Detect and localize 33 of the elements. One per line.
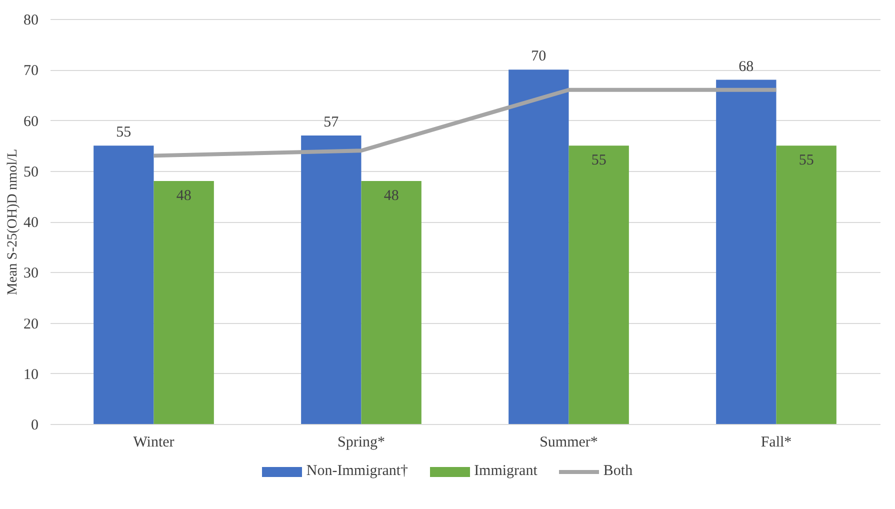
y-axis-title: Mean S-25(OH)D nmol/L: [6, 148, 20, 296]
data-label: 48: [384, 188, 399, 204]
y-tick-label: 60: [24, 114, 38, 130]
bar: [568, 146, 629, 424]
bar: [716, 80, 776, 424]
legend-label: Both: [603, 463, 633, 480]
y-tick-label: 20: [24, 316, 38, 332]
data-label: 68: [738, 58, 754, 75]
x-tick-label: Winter: [133, 434, 174, 450]
bar: [154, 181, 214, 424]
y-tick-label: 30: [24, 266, 38, 282]
bar: [508, 70, 569, 424]
data-label: 55: [116, 124, 132, 141]
data-label: 48: [176, 188, 192, 204]
y-tick-label: 10: [24, 366, 38, 383]
data-label: 55: [591, 152, 606, 169]
y-tick-label: 0: [31, 418, 38, 434]
data-label: 70: [531, 48, 546, 65]
data-label: 57: [324, 114, 340, 130]
bar: [361, 181, 422, 424]
y-tick-label: 50: [24, 164, 38, 180]
bar: [301, 135, 362, 424]
x-tick-label: Spring*: [337, 434, 386, 450]
data-label: 55: [798, 152, 814, 169]
y-tick-label: 40: [24, 215, 38, 231]
x-tick-label: Fall*: [760, 434, 792, 450]
legend-label: Non-Immigrant†: [306, 463, 408, 480]
y-tick-label: 80: [24, 12, 38, 28]
y-tick-label: 70: [24, 63, 38, 80]
legend-label: Immigrant: [474, 463, 538, 480]
bar: [94, 146, 154, 424]
x-tick-label: Summer*: [540, 434, 598, 450]
bar: [776, 146, 836, 424]
